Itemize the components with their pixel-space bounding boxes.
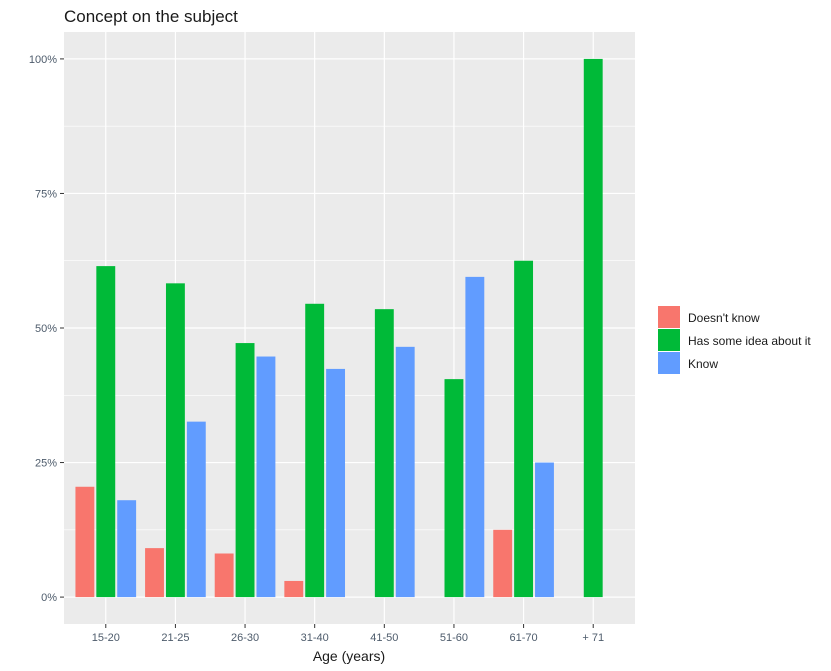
bar [235, 343, 255, 598]
bar [444, 379, 464, 598]
y-tick-label: 75% [35, 188, 57, 200]
bar [395, 346, 415, 598]
x-tick-label: 31-40 [301, 632, 329, 644]
bar [117, 500, 137, 598]
bars [75, 58, 603, 598]
x-axis: 15-20 21-25 26-30 31-40 41-50 51-60 61-70 + 71 [92, 624, 604, 644]
y-tick-label: 50% [35, 323, 57, 335]
bar [374, 309, 394, 598]
x-tick-label: 15-20 [92, 632, 120, 644]
bar [465, 276, 485, 598]
bar [145, 548, 164, 598]
x-axis-title: Age (years) [313, 648, 385, 664]
legend-label: Know [688, 357, 718, 371]
bar [165, 283, 185, 598]
legend: Doesn't know Has some idea about it Know [658, 306, 811, 374]
legend-label: Doesn't know [688, 311, 760, 325]
y-axis: 0% 25% 50% 75% 100% [29, 54, 64, 604]
legend-swatch [658, 306, 680, 328]
bar [305, 303, 325, 598]
bar [535, 462, 554, 598]
bar [75, 486, 95, 598]
bar [583, 58, 603, 598]
bar [256, 356, 276, 598]
bar [96, 266, 116, 598]
bar [493, 529, 513, 598]
x-tick-label: 21-25 [161, 632, 189, 644]
bar [326, 368, 346, 598]
bar [186, 421, 206, 598]
legend-label: Has some idea about it [688, 334, 811, 348]
y-tick-label: 0% [41, 592, 57, 604]
legend-swatch [658, 352, 680, 374]
y-tick-label: 25% [35, 458, 57, 470]
x-tick-label: + 71 [582, 632, 604, 644]
y-tick-label: 100% [29, 54, 57, 66]
x-tick-label: 61-70 [510, 632, 538, 644]
chart-title: Concept on the subject [64, 7, 238, 26]
x-tick-label: 26-30 [231, 632, 259, 644]
legend-swatch [658, 329, 680, 351]
x-tick-label: 51-60 [440, 632, 468, 644]
bar [514, 260, 534, 598]
bar [284, 580, 304, 598]
x-tick-label: 41-50 [370, 632, 398, 644]
bar [214, 553, 234, 598]
